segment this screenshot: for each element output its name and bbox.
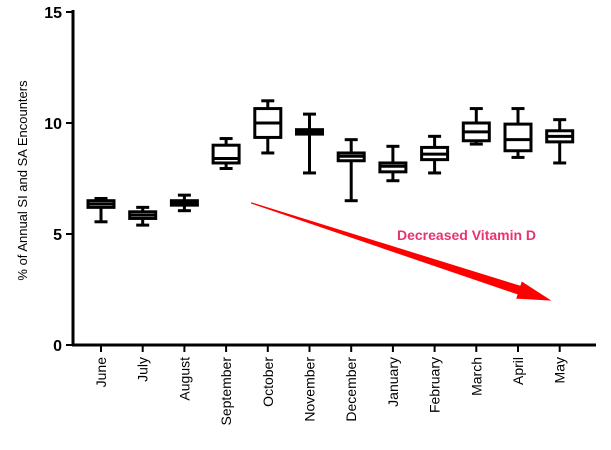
box-march — [461, 107, 491, 146]
x-tick-label: October — [260, 357, 276, 407]
axes: 0 5 10 15 June July August September October Nove… — [44, 5, 596, 425]
box-september — [211, 137, 241, 171]
x-tick-label: November — [302, 357, 318, 422]
x-tick-label: March — [468, 357, 484, 396]
x-tick-label: June — [93, 357, 109, 388]
y-tick-label: 0 — [53, 338, 62, 355]
box-june — [86, 196, 116, 224]
box-august — [169, 193, 199, 213]
box-january — [378, 144, 408, 183]
x-tick-label: July — [135, 357, 151, 382]
box-february — [420, 134, 450, 175]
iqr-box — [211, 143, 241, 165]
y-tick-label: 10 — [44, 116, 62, 133]
box-december — [336, 138, 366, 203]
iqr-box — [503, 122, 533, 153]
box-series — [86, 99, 575, 227]
box-july — [128, 205, 158, 227]
x-tick-label: February — [427, 357, 443, 413]
x-tick-label: December — [343, 357, 359, 422]
box-november — [295, 112, 324, 175]
y-tick-label: 15 — [44, 5, 62, 22]
y-tick-label: 5 — [53, 227, 62, 244]
box-may — [545, 118, 575, 165]
x-tick-label: January — [385, 357, 401, 407]
x-tick-label: August — [176, 357, 192, 401]
y-axis-title: % of Annual SI and SA Encounters — [15, 80, 30, 281]
x-tick-label: September — [218, 357, 234, 426]
annotation-label: Decreased Vitamin D — [397, 227, 536, 243]
x-tick-label: April — [510, 357, 526, 385]
decrease-arrow — [250, 202, 552, 301]
annotation-group: Decreased Vitamin D — [250, 202, 552, 301]
x-tick-label: May — [552, 357, 568, 383]
box-october — [253, 99, 283, 155]
box-april — [503, 107, 533, 159]
